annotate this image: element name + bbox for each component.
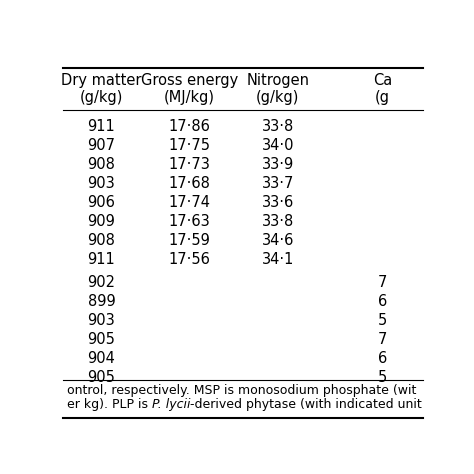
Text: er kg). PLP is: er kg). PLP is xyxy=(66,398,152,411)
Text: Nitrogen
(g/kg): Nitrogen (g/kg) xyxy=(246,73,310,105)
Text: 6: 6 xyxy=(378,351,387,366)
Text: 33·8: 33·8 xyxy=(262,118,294,134)
Text: -derived phytase (with indicated unit: -derived phytase (with indicated unit xyxy=(190,398,422,411)
Text: 17·59: 17·59 xyxy=(169,233,210,247)
Text: 907: 907 xyxy=(88,138,116,153)
Text: 17·73: 17·73 xyxy=(169,157,210,172)
Text: 6: 6 xyxy=(378,294,387,309)
Text: 17·68: 17·68 xyxy=(169,176,210,191)
Text: 911: 911 xyxy=(88,252,115,266)
Text: 909: 909 xyxy=(88,214,116,228)
Text: 33·8: 33·8 xyxy=(262,214,294,228)
Text: 33·9: 33·9 xyxy=(262,157,294,172)
Text: Gross energy
(MJ/kg): Gross energy (MJ/kg) xyxy=(141,73,238,105)
Text: 908: 908 xyxy=(88,233,116,247)
Text: 17·56: 17·56 xyxy=(169,252,210,266)
Text: Dry matter
(g/kg): Dry matter (g/kg) xyxy=(61,73,142,105)
Text: 908: 908 xyxy=(88,157,116,172)
Text: 904: 904 xyxy=(88,351,116,366)
Text: 34·0: 34·0 xyxy=(262,138,294,153)
Text: ontrol, respectively. MSP is monosodium phosphate (wit: ontrol, respectively. MSP is monosodium … xyxy=(66,384,416,397)
Text: 903: 903 xyxy=(88,176,115,191)
Text: 5: 5 xyxy=(378,370,387,385)
Text: Ca
(g: Ca (g xyxy=(373,73,392,105)
Text: 34·1: 34·1 xyxy=(262,252,294,266)
Text: 911: 911 xyxy=(88,118,115,134)
Text: P. lycii: P. lycii xyxy=(152,398,190,411)
Text: 17·75: 17·75 xyxy=(169,138,210,153)
Text: 905: 905 xyxy=(88,332,116,347)
Text: 33·6: 33·6 xyxy=(262,195,294,210)
Text: 5: 5 xyxy=(378,313,387,328)
Text: 905: 905 xyxy=(88,370,116,385)
Text: 7: 7 xyxy=(378,332,387,347)
Text: 903: 903 xyxy=(88,313,115,328)
Text: 906: 906 xyxy=(88,195,116,210)
Text: 17·63: 17·63 xyxy=(169,214,210,228)
Text: 902: 902 xyxy=(88,275,116,290)
Text: 17·86: 17·86 xyxy=(169,118,210,134)
Text: 7: 7 xyxy=(378,275,387,290)
Text: 17·74: 17·74 xyxy=(169,195,210,210)
Text: 34·6: 34·6 xyxy=(262,233,294,247)
Text: 33·7: 33·7 xyxy=(262,176,294,191)
Text: 899: 899 xyxy=(88,294,115,309)
